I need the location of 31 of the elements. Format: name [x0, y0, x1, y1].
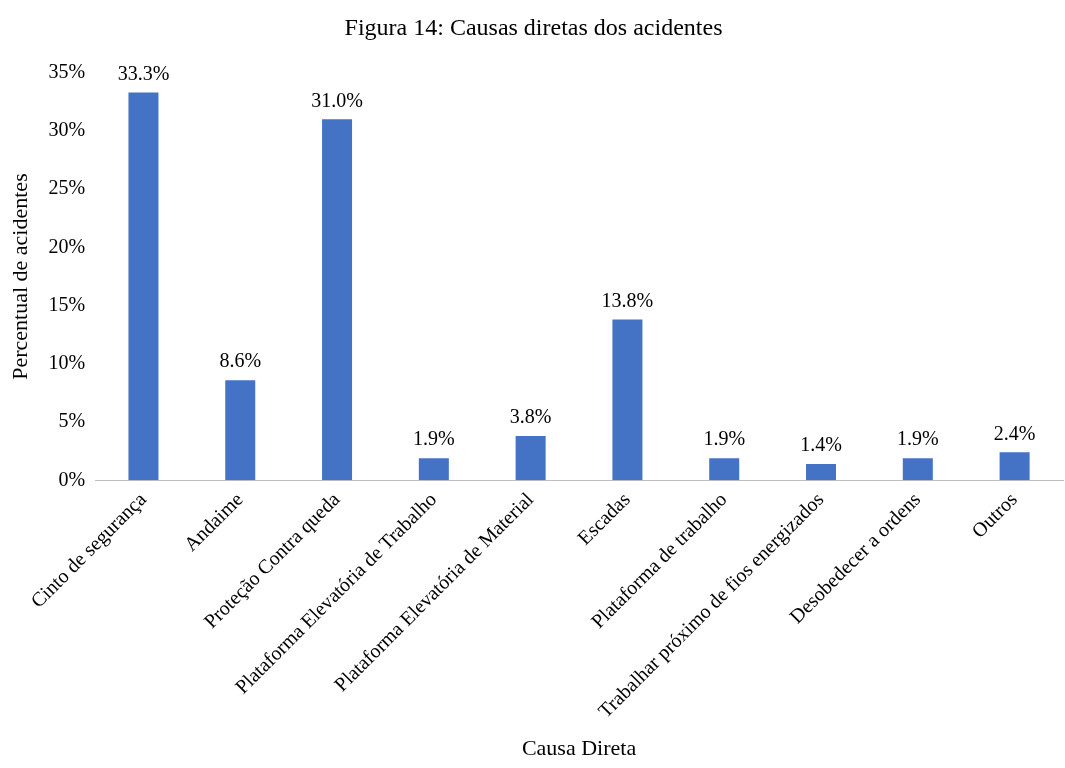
y-tick-label: 15%: [48, 292, 86, 315]
data-label: 1.9%: [413, 427, 455, 450]
data-label: 8.6%: [219, 349, 262, 372]
y-tick-label: 5%: [58, 409, 86, 432]
y-tick-label: 10%: [48, 351, 86, 374]
bar: [515, 436, 546, 481]
data-label: 1.4%: [800, 433, 842, 456]
bar: [806, 463, 837, 481]
bar: [322, 119, 353, 481]
bar: [418, 458, 449, 481]
x-axis-title: Causa Direta: [521, 734, 637, 760]
chart-title: Figura 14: Causas diretas dos acidentes: [344, 13, 723, 40]
y-tick-label: 20%: [48, 234, 86, 257]
y-tick-label: 0%: [58, 467, 86, 490]
data-label: 1.9%: [703, 427, 746, 450]
bar: [225, 380, 256, 481]
data-label: 1.9%: [896, 427, 939, 450]
y-tick-label: 35%: [48, 60, 86, 83]
bar: [709, 458, 740, 481]
data-label: 3.8%: [509, 405, 552, 428]
y-tick-label: 25%: [48, 176, 86, 199]
y-tick-label: 30%: [48, 118, 86, 141]
data-label: 33.3%: [117, 61, 170, 84]
bar: [999, 452, 1030, 481]
data-label: 2.4%: [993, 421, 1036, 444]
y-axis-title: Percentual de acidentes: [6, 173, 32, 380]
bar: [902, 458, 933, 481]
data-label: 31.0%: [311, 88, 363, 111]
bar: [128, 92, 159, 481]
data-label: 13.8%: [601, 288, 654, 311]
bar: [612, 319, 643, 481]
